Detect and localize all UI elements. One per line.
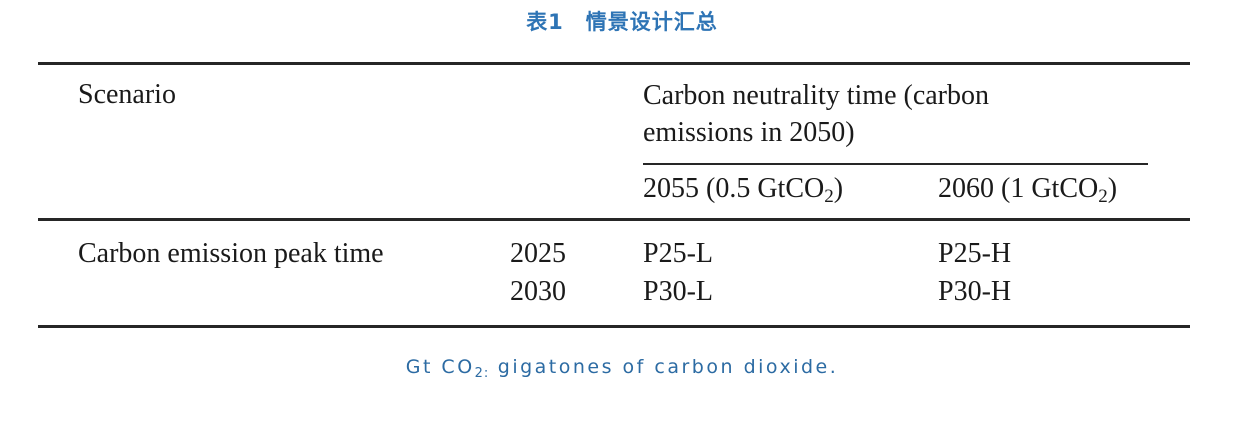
column-header-carbon-neutrality: Carbon neutrality time (carbon emissions… — [643, 65, 1190, 165]
footnote-text-post: gigatones of carbon dioxide. — [489, 356, 839, 378]
subcolumn-2060-subscript: 2 — [1098, 186, 1108, 208]
subcolumn-2055-close: ) — [833, 173, 844, 204]
subcolumn-2060-text: 2060 (1 GtCO — [938, 173, 1099, 204]
table-mid-rule — [38, 218, 1190, 221]
cell-scenario-p30-l: P30-L — [643, 276, 713, 307]
scenario-table: Scenario Carbon neutrality time (carbon … — [38, 62, 1190, 328]
cell-scenario-p25-h: P25-H — [938, 238, 1012, 269]
table-caption: 表1 情景设计汇总 — [526, 10, 718, 34]
table-footnote: Gt CO2: gigatones of carbon dioxide. — [0, 356, 1244, 381]
footnote-subscript: 2: — [474, 365, 490, 381]
subcolumn-header-2055: 2055 (0.5 GtCO2) — [643, 165, 938, 218]
subcolumn-header-2060: 2060 (1 GtCO2) — [938, 165, 1190, 218]
subcolumn-2060-close: ) — [1107, 173, 1118, 204]
footnote-text-pre: Gt CO — [405, 356, 475, 378]
scenario-table-grid: Scenario Carbon neutrality time (carbon … — [38, 65, 1190, 325]
column-header-carbon-neutrality-line1: Carbon neutrality time (carbon — [643, 80, 989, 111]
cell-peak-year-2025: 2025 — [510, 238, 566, 269]
subcolumn-2055-text: 2055 (0.5 GtCO — [643, 173, 825, 204]
row-label-carbon-emission-peak-time: Carbon emission peak time — [78, 238, 384, 269]
group-header-underline — [643, 163, 1148, 165]
column-header-carbon-neutrality-line2: emissions in 2050) — [643, 117, 855, 148]
subcolumn-2055-subscript: 2 — [824, 186, 834, 208]
column-header-scenario: Scenario — [78, 79, 176, 110]
cell-scenario-p30-h: P30-H — [938, 276, 1012, 307]
cell-scenario-p25-l: P25-L — [643, 238, 713, 269]
cell-peak-year-2030: 2030 — [510, 276, 566, 307]
